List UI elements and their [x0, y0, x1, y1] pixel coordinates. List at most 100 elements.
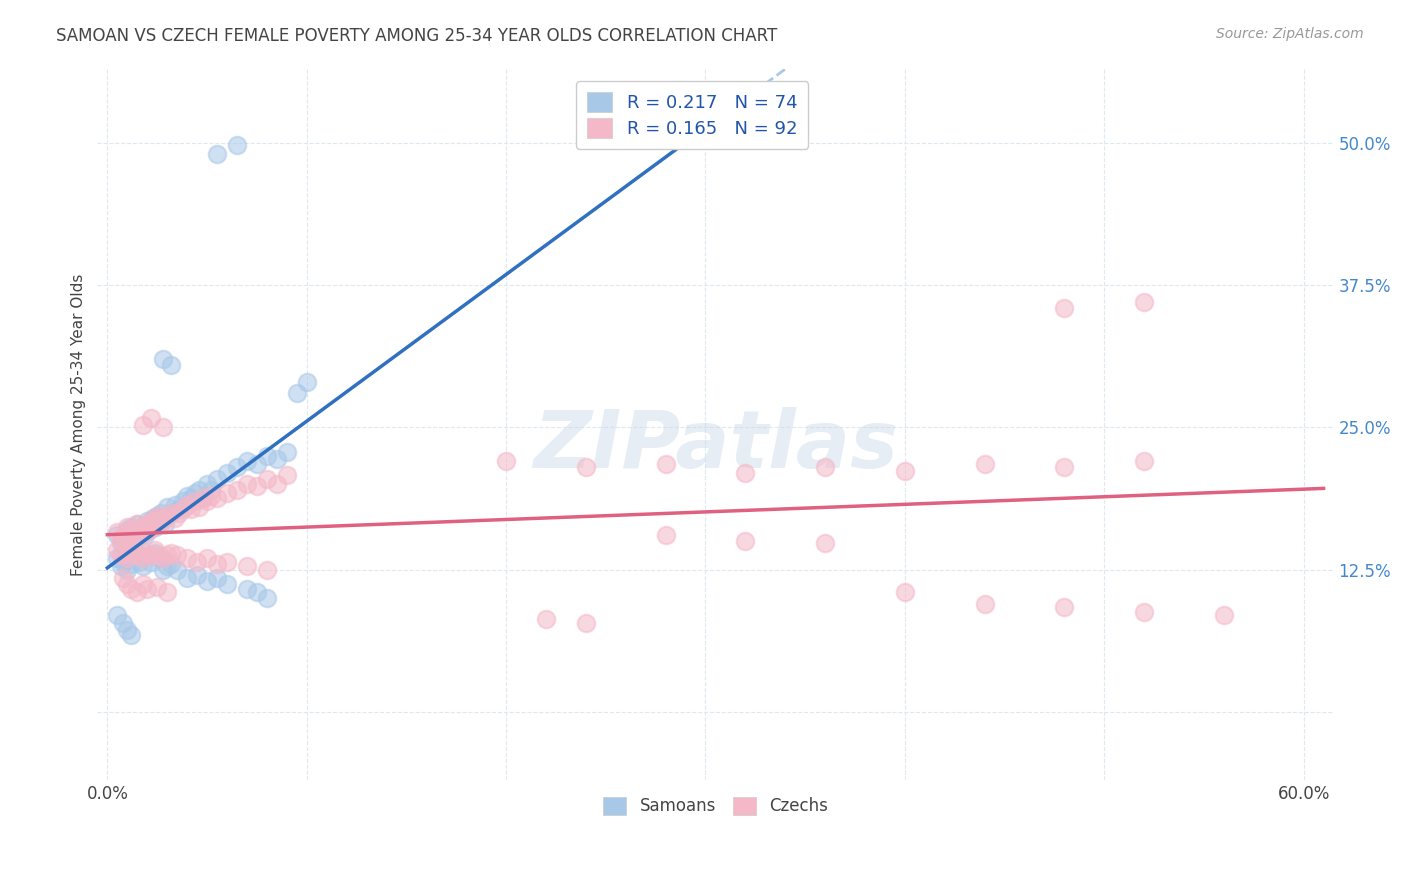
- Point: [195, 574, 218, 588]
- Point: [148, 517, 170, 532]
- Point: [195, 494, 218, 508]
- Point: [973, 597, 995, 611]
- Point: [894, 585, 917, 599]
- Y-axis label: Female Poverty Among 25-34 Year Olds: Female Poverty Among 25-34 Year Olds: [72, 273, 86, 575]
- Point: [156, 548, 179, 562]
- Point: [134, 528, 156, 542]
- Point: [172, 502, 194, 516]
- Point: [105, 543, 128, 558]
- Point: [246, 479, 269, 493]
- Point: [276, 468, 298, 483]
- Point: [200, 489, 222, 503]
- Point: [1133, 295, 1156, 310]
- Point: [285, 386, 308, 401]
- Point: [136, 517, 159, 532]
- Point: [120, 582, 142, 596]
- Point: [136, 514, 159, 528]
- Point: [142, 511, 165, 525]
- Point: [120, 548, 142, 562]
- Point: [1133, 605, 1156, 619]
- Point: [176, 551, 198, 566]
- Point: [141, 555, 163, 569]
- Point: [129, 528, 152, 542]
- Point: [188, 483, 211, 497]
- Point: [246, 457, 269, 471]
- Point: [105, 528, 128, 542]
- Point: [165, 498, 187, 512]
- Point: [117, 577, 139, 591]
- Point: [132, 559, 155, 574]
- Point: [266, 477, 288, 491]
- Point: [534, 611, 557, 625]
- Point: [153, 517, 176, 532]
- Point: [256, 449, 278, 463]
- Point: [215, 466, 238, 480]
- Point: [141, 517, 163, 532]
- Point: [132, 551, 155, 566]
- Point: [141, 548, 163, 562]
- Point: [152, 514, 174, 528]
- Point: [117, 563, 139, 577]
- Point: [226, 460, 249, 475]
- Point: [266, 452, 288, 467]
- Point: [236, 559, 259, 574]
- Text: ZIPatlas: ZIPatlas: [533, 407, 898, 484]
- Point: [166, 548, 188, 562]
- Point: [191, 491, 214, 505]
- Point: [226, 137, 249, 152]
- Point: [105, 551, 128, 566]
- Point: [110, 548, 132, 562]
- Point: [1212, 608, 1234, 623]
- Point: [110, 536, 132, 550]
- Point: [105, 608, 128, 623]
- Point: [124, 548, 146, 562]
- Point: [894, 464, 917, 478]
- Point: [152, 563, 174, 577]
- Point: [120, 627, 142, 641]
- Point: [495, 454, 517, 468]
- Point: [256, 471, 278, 485]
- Point: [148, 551, 170, 566]
- Point: [120, 520, 142, 534]
- Point: [160, 506, 183, 520]
- Point: [184, 486, 207, 500]
- Point: [160, 557, 183, 571]
- Point: [176, 571, 198, 585]
- Point: [215, 486, 238, 500]
- Point: [575, 460, 598, 475]
- Point: [117, 523, 139, 537]
- Point: [152, 511, 174, 525]
- Point: [1053, 460, 1076, 475]
- Point: [172, 494, 194, 508]
- Point: [180, 491, 202, 505]
- Point: [138, 523, 160, 537]
- Point: [236, 477, 259, 491]
- Text: SAMOAN VS CZECH FEMALE POVERTY AMONG 25-34 YEAR OLDS CORRELATION CHART: SAMOAN VS CZECH FEMALE POVERTY AMONG 25-…: [56, 27, 778, 45]
- Point: [205, 471, 228, 485]
- Point: [184, 494, 207, 508]
- Point: [152, 351, 174, 366]
- Point: [156, 509, 179, 524]
- Point: [176, 489, 198, 503]
- Point: [186, 555, 208, 569]
- Point: [112, 571, 135, 585]
- Point: [236, 582, 259, 596]
- Point: [132, 577, 155, 591]
- Point: [128, 523, 150, 537]
- Point: [165, 511, 187, 525]
- Point: [186, 568, 208, 582]
- Point: [132, 417, 155, 432]
- Point: [117, 551, 139, 566]
- Point: [105, 524, 128, 539]
- Point: [156, 585, 179, 599]
- Point: [112, 616, 135, 631]
- Point: [124, 543, 146, 558]
- Point: [295, 375, 318, 389]
- Point: [195, 477, 218, 491]
- Point: [128, 524, 150, 539]
- Point: [150, 511, 173, 525]
- Text: Source: ZipAtlas.com: Source: ZipAtlas.com: [1216, 27, 1364, 41]
- Point: [215, 555, 238, 569]
- Point: [136, 582, 159, 596]
- Point: [112, 555, 135, 569]
